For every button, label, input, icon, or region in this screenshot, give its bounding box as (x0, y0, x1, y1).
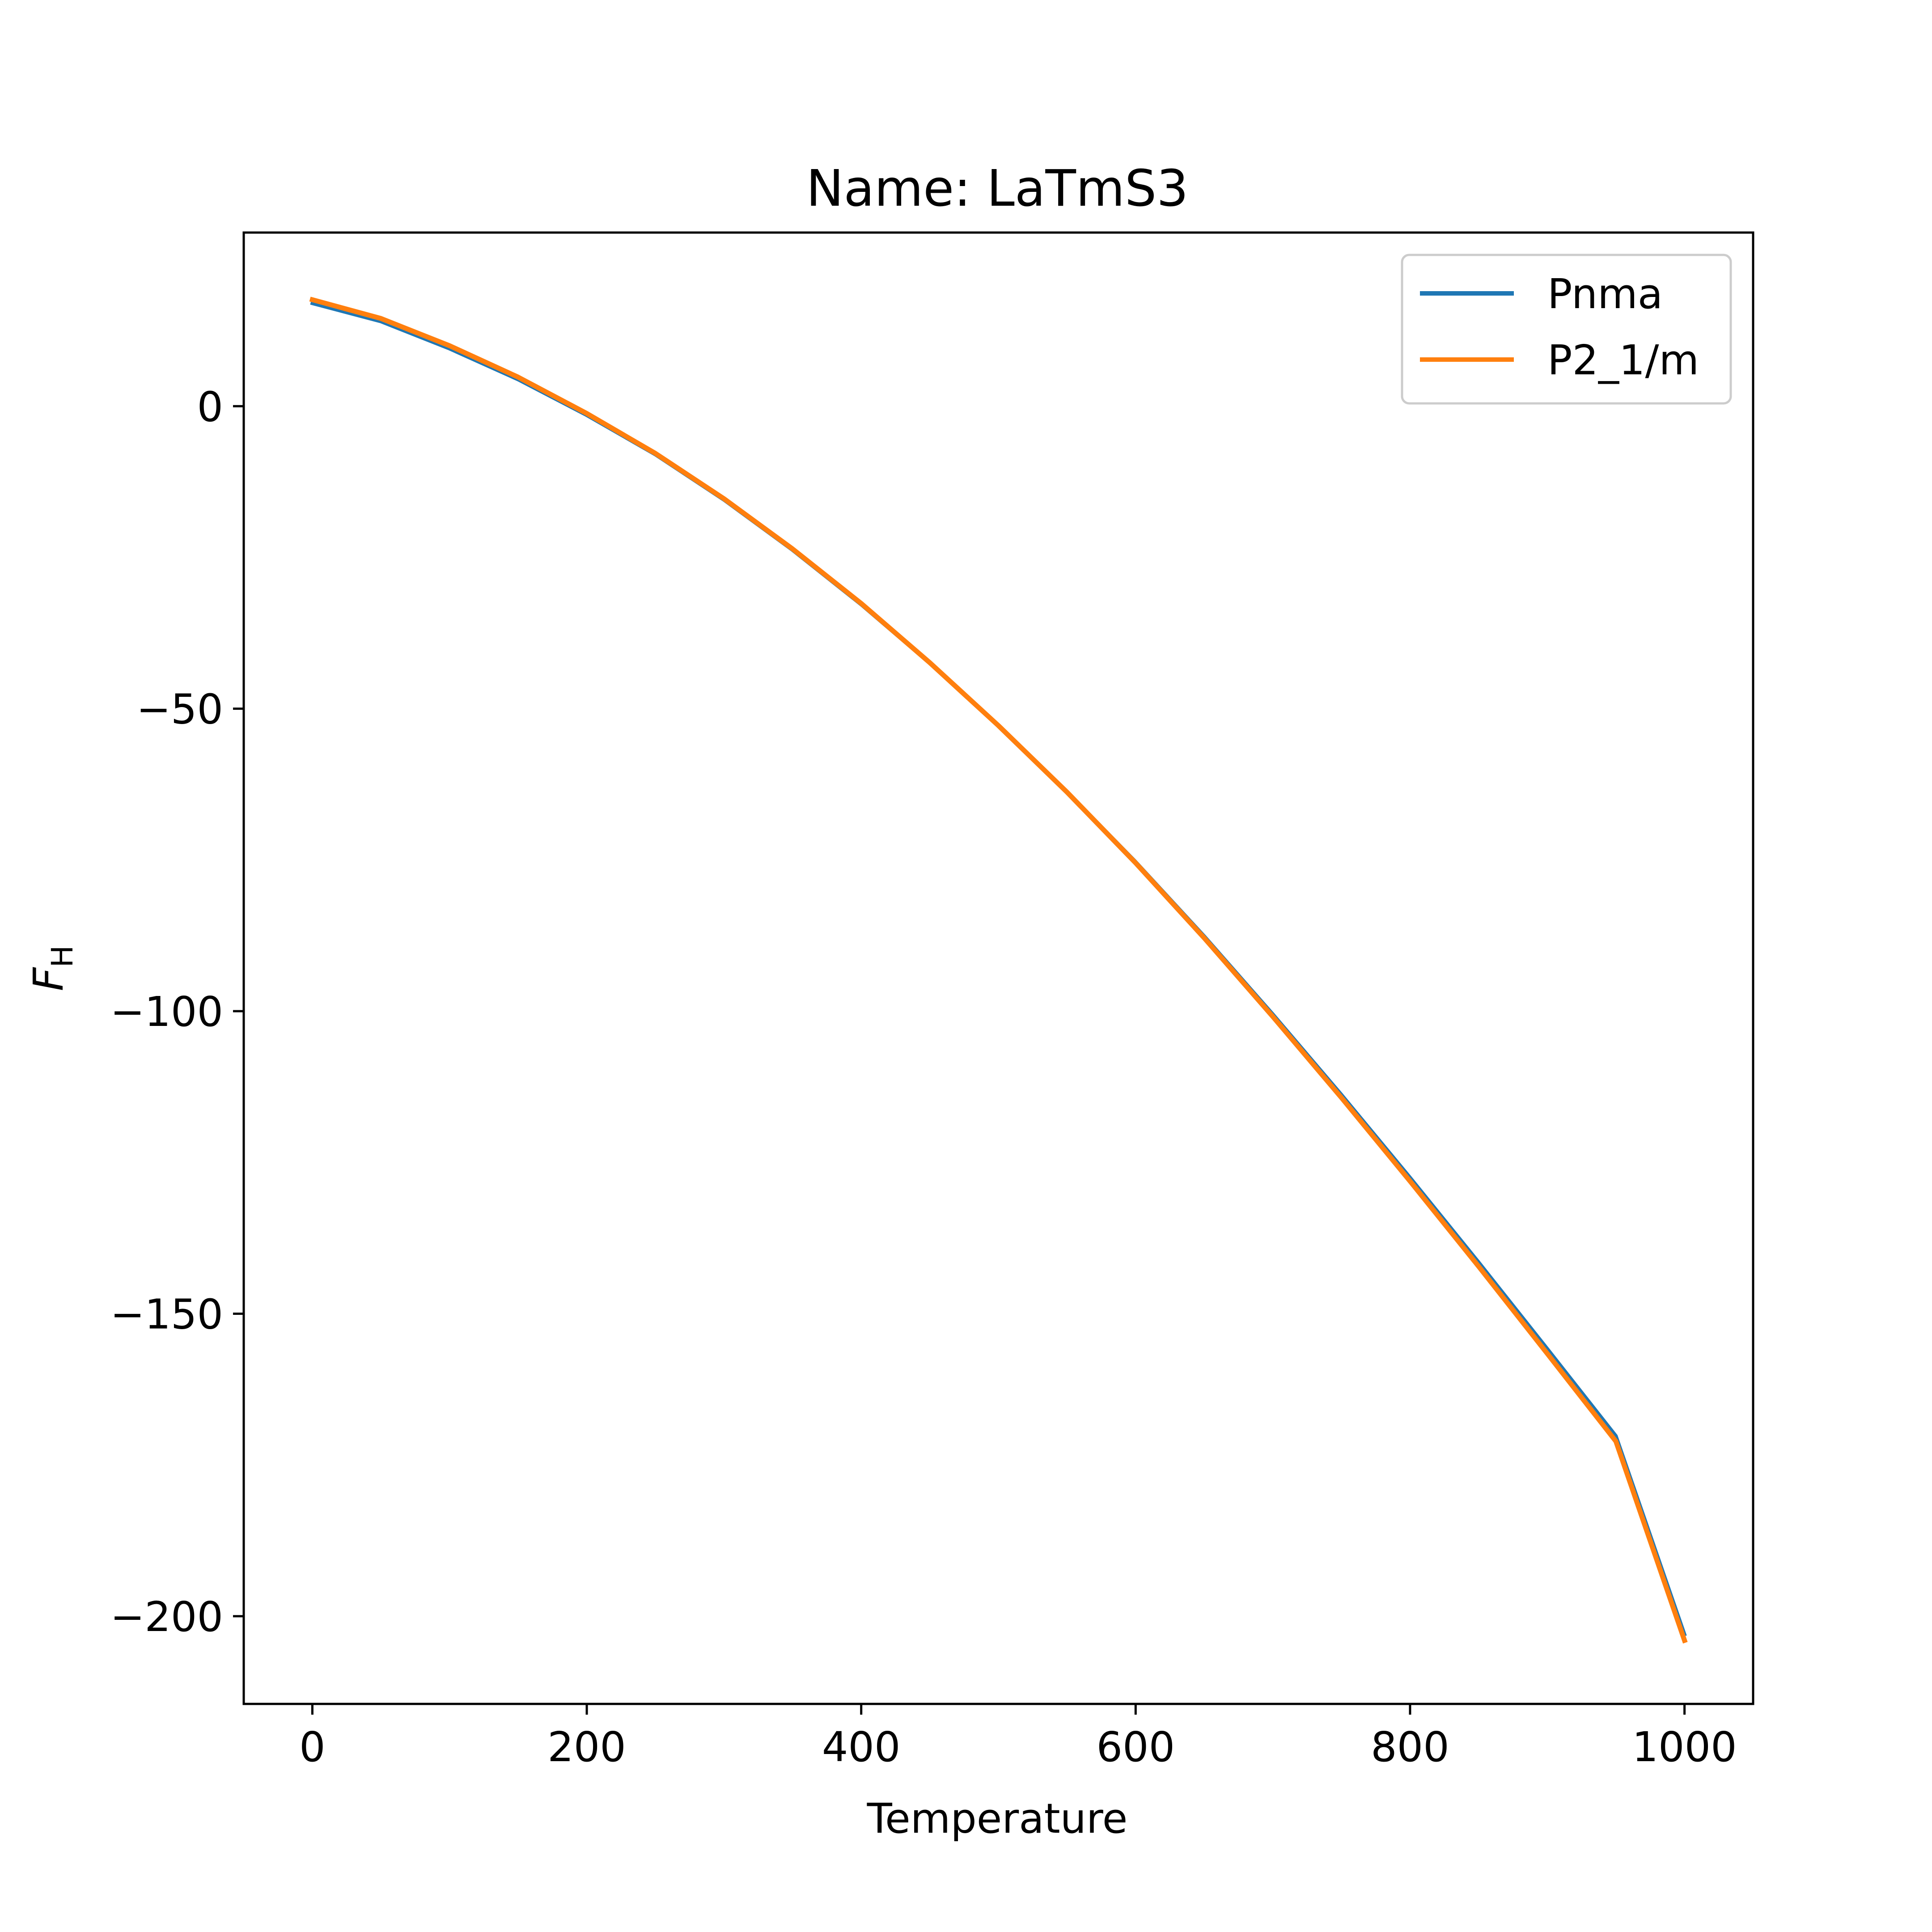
y-axis-label-subscript: H (45, 945, 80, 968)
y-tick-label: −100 (110, 988, 223, 1036)
chart-title: Name: LaTmS3 (806, 160, 1189, 218)
y-axis-label: FH (25, 945, 80, 991)
y-tick-label: −50 (136, 686, 223, 733)
y-tick-label: 0 (197, 383, 223, 431)
legend-label: P2_1/m (1547, 336, 1699, 384)
x-tick-label: 1000 (1632, 1723, 1737, 1771)
y-tick-label: −150 (110, 1290, 223, 1338)
legend-items: Pnma P2_1/m (1420, 270, 1699, 384)
y-tick-label: −200 (110, 1593, 223, 1641)
series-line-p2-1-m (309, 297, 1688, 1644)
y-axis-label-main: F (25, 967, 72, 991)
x-tick-label: 0 (299, 1723, 326, 1771)
x-axis: 0 200 400 600 800 1000 (299, 1704, 1737, 1771)
legend: Pnma P2_1/m (1401, 254, 1732, 405)
series-layer (309, 297, 1688, 1644)
x-tick-label: 200 (547, 1723, 626, 1771)
x-tick-label: 400 (822, 1723, 901, 1771)
plot-frame (242, 231, 1754, 1705)
x-axis-label: Temperature (867, 1795, 1128, 1843)
legend-label: Pnma (1547, 270, 1663, 318)
x-tick-label: 800 (1371, 1723, 1449, 1771)
x-tick-label: 600 (1097, 1723, 1175, 1771)
y-axis: 0 −50 −100 −150 −200 (110, 383, 244, 1641)
